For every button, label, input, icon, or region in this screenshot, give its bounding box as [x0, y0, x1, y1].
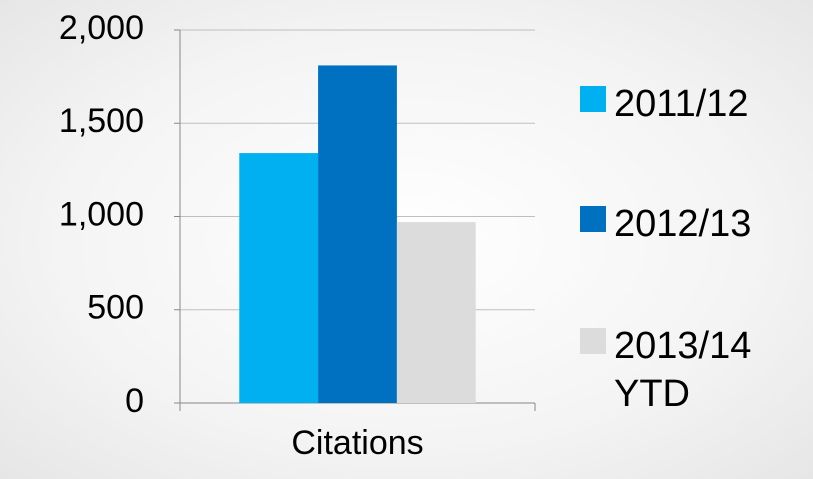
y-tick-label: 1,500 [59, 102, 144, 140]
bar [318, 65, 397, 403]
y-tick-label: 500 [87, 289, 144, 327]
bar [396, 222, 476, 403]
legend-item: 2012/13 [580, 200, 764, 248]
legend-label: 2013/14 YTD [614, 325, 752, 415]
legend-item: 2011/12 [580, 80, 764, 128]
legend-item: 2013/14 YTD [580, 322, 764, 418]
legend-swatch [580, 86, 606, 112]
legend-swatch [580, 328, 606, 354]
bar [239, 153, 319, 403]
y-tick-label: 0 [125, 382, 144, 420]
legend-label: 2011/12 [614, 83, 749, 125]
legend-label: 2012/13 [614, 203, 752, 245]
y-tick-label: 1,000 [59, 195, 144, 233]
x-tick-label: Citations [291, 424, 423, 462]
legend-swatch [580, 206, 606, 232]
y-tick-label: 2,000 [59, 9, 144, 47]
